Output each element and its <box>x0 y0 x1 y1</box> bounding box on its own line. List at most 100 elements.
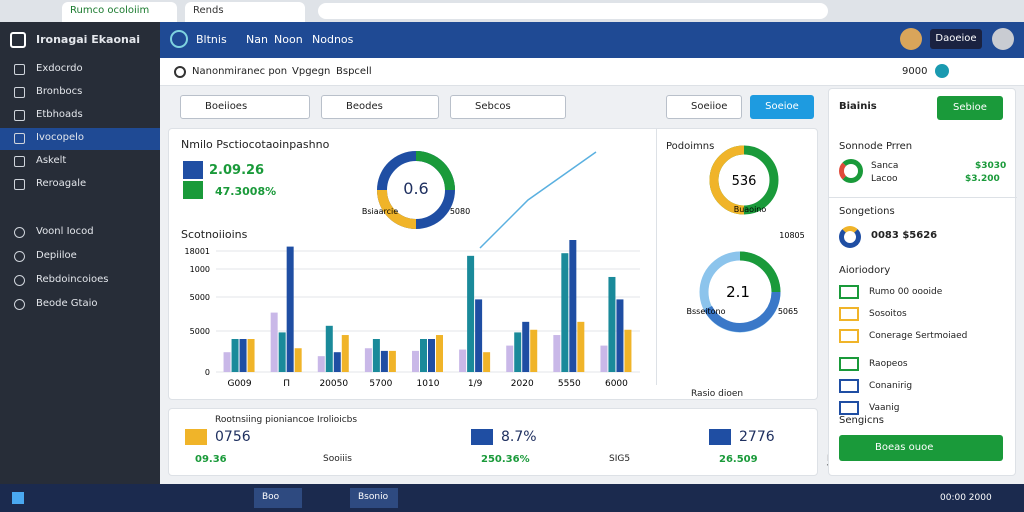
row-value: $3.200 <box>965 174 1000 184</box>
bar <box>364 348 372 372</box>
nav-item[interactable]: Bltnis <box>196 33 227 46</box>
panel-title: Biainis <box>839 101 877 112</box>
nav-item[interactable]: Rebdoincoioes <box>36 274 109 285</box>
bar <box>428 339 435 372</box>
chart: 0.6 Bsiaarcie 5080 536 Buaoino 10805 2.1… <box>185 145 805 389</box>
section-title: Sonnode Prren <box>839 141 913 152</box>
button[interactable]: Sebioe <box>937 96 1003 120</box>
donut-caption: Bsiaarcie <box>362 207 398 216</box>
kpi-value: 0756 <box>215 429 251 445</box>
nav-item[interactable]: Beode Gtaio <box>36 298 98 309</box>
x-tick-label: 5550 <box>558 379 581 389</box>
icon <box>183 181 203 199</box>
address-bar[interactable] <box>318 3 828 19</box>
icon <box>14 87 25 98</box>
list-item[interactable]: Rumo 00 oooide <box>869 287 943 297</box>
mini-donut <box>839 159 863 183</box>
browser-tabs: Rumco ocoloiim Rends <box>0 0 1024 22</box>
y-tick-label: 0 <box>205 368 210 377</box>
bar <box>522 321 530 372</box>
bar <box>553 335 561 372</box>
button[interactable]: Soeioe <box>750 95 814 119</box>
bar <box>616 299 624 372</box>
bar <box>483 352 491 372</box>
icon <box>14 299 25 310</box>
icon[interactable] <box>935 64 949 78</box>
icon <box>14 156 25 167</box>
y-tick-label: 1000 <box>190 265 210 274</box>
icon <box>709 429 731 445</box>
bar <box>467 255 475 372</box>
nav-item[interactable]: Nan <box>246 33 268 46</box>
bar <box>239 339 247 372</box>
y-tick-label: 5000 <box>190 327 210 336</box>
taskbar-app[interactable]: Bsonio <box>350 488 398 508</box>
x-tick-label: 20050 <box>319 379 348 389</box>
breadcrumb-link[interactable]: Vpgegn <box>292 66 331 77</box>
x-tick-label: 5700 <box>369 379 392 389</box>
bar <box>577 321 585 372</box>
list-item[interactable]: Conerage Sertmoiaed <box>869 331 968 341</box>
taskbar: 00:00 2000 Boo Bsonio <box>0 484 1024 512</box>
bar <box>506 345 514 372</box>
list-item[interactable]: Raopeos <box>869 359 908 369</box>
bar <box>333 352 341 372</box>
donut-caption: Buaoino <box>734 205 767 214</box>
dropdown[interactable]: Sebcos <box>450 95 566 119</box>
dropdown[interactable]: Beodes <box>321 95 439 119</box>
bar <box>286 246 294 372</box>
icon <box>14 64 25 75</box>
nav-item[interactable]: Depiiloe <box>36 250 77 261</box>
avatar[interactable] <box>900 28 922 50</box>
nav-item[interactable]: Noon <box>274 33 303 46</box>
nav-item[interactable]: Ivocopelo <box>0 128 160 150</box>
x-tick-label: Π <box>283 379 290 389</box>
nav-item[interactable]: Reroagale <box>36 178 87 189</box>
panel-title: Podoimns <box>666 141 715 152</box>
donut-caption: Bsseitono <box>687 307 726 316</box>
cta-button[interactable]: Boeas ouoe <box>839 435 1003 461</box>
divider <box>829 197 1017 198</box>
breadcrumb-link[interactable]: Bspcell <box>336 66 372 77</box>
nav-item[interactable]: Nodnos <box>312 33 354 46</box>
donut-label: 0.6 <box>403 179 428 198</box>
list-item[interactable]: Conanirig <box>869 381 913 391</box>
bar <box>530 329 538 372</box>
tab[interactable]: Rends <box>185 2 305 22</box>
user-button[interactable]: Daoeioe <box>930 29 982 49</box>
start-button[interactable] <box>12 492 24 504</box>
icon <box>14 227 25 238</box>
kpi-sub: 26.509 <box>719 454 758 465</box>
bar <box>270 312 278 372</box>
donut-caption: 5080 <box>450 207 470 216</box>
nav-item[interactable]: Askelt <box>36 155 67 166</box>
row-label: Sanca <box>871 161 899 171</box>
select[interactable]: Soeiioe <box>666 95 742 119</box>
x-tick-label: 1010 <box>417 379 440 389</box>
bar <box>412 350 419 372</box>
bar <box>420 339 427 372</box>
bar <box>223 352 231 372</box>
taskbar-app[interactable]: Boo <box>254 488 302 508</box>
section-title: Sengicns <box>839 415 885 426</box>
nav-item[interactable]: Voonl Iocod <box>36 226 94 237</box>
list-item[interactable]: Vaanig <box>869 403 900 413</box>
avatar[interactable] <box>992 28 1014 50</box>
bar <box>278 332 286 372</box>
kpi-sub: 250.36% <box>481 454 530 465</box>
dropdown[interactable]: Boeiioes <box>180 95 310 119</box>
tab[interactable]: Rumco ocoloiim <box>62 2 177 22</box>
icon <box>839 401 859 415</box>
icon <box>839 307 859 321</box>
breadcrumb: Nanonmiranec pon <box>192 66 288 77</box>
breadcrumb-bar: Nanonmiranec pon Vpgegn Bspcell 9000 <box>160 58 1024 86</box>
donut-label: 536 <box>732 174 757 189</box>
nav-item[interactable]: Etbhoads <box>36 109 83 120</box>
panel-footer: Rasio dioen <box>691 389 744 399</box>
nav-item[interactable]: Bronbocs <box>36 86 83 97</box>
nav-item[interactable]: Exdocrdo <box>36 63 83 74</box>
value: 0083 $5626 <box>871 230 938 241</box>
list-item[interactable]: Sosoitos <box>869 309 907 319</box>
bar <box>380 350 388 372</box>
